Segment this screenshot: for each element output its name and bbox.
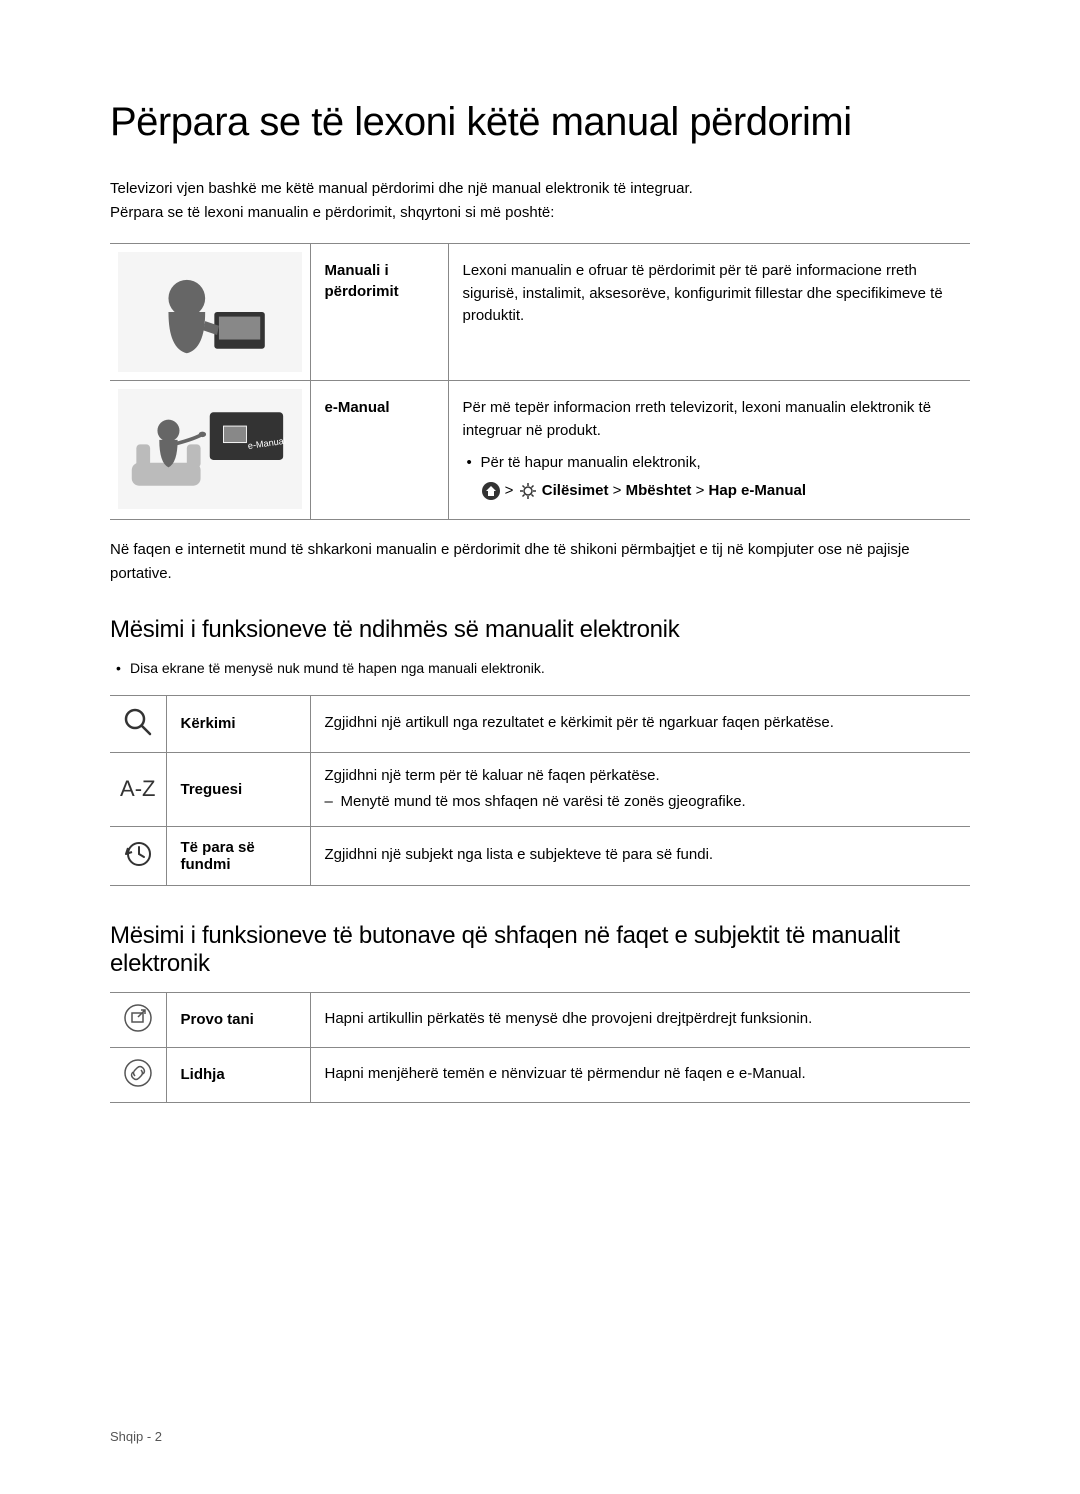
manuals-table: Manuali i përdorimit Lexoni manualin e o…	[110, 243, 970, 520]
manual-description: Lexoni manualin e ofruar të përdorimit p…	[448, 244, 970, 381]
emanual-bullet: Për të hapur manualin elektronik,	[463, 452, 957, 475]
page-footer: Shqip - 2	[110, 1429, 162, 1444]
manual-image-cell	[110, 244, 310, 381]
link-icon	[123, 1058, 153, 1088]
intro-text: Televizori vjen bashkë me këtë manual pë…	[110, 177, 970, 225]
try-now-icon	[123, 1003, 153, 1033]
section1-notes: Disa ekrane të menysë nuk mund të hapen …	[110, 658, 970, 679]
emanual-nav-path: > Cilësimet > Mbështet > Hap e-Manual	[463, 479, 957, 503]
feature-icon-cell	[110, 826, 166, 885]
feature-description: Zgjidhni një term për të kaluar në faqen…	[310, 752, 970, 826]
intro-line-2: Përpara se të lexoni manualin e përdorim…	[110, 204, 554, 221]
table-row: Kërkimi Zgjidhni një artikull nga rezult…	[110, 695, 970, 752]
table-row: Manuali i përdorimit Lexoni manualin e o…	[110, 244, 970, 381]
note-item: Disa ekrane të menysë nuk mund të hapen …	[130, 658, 970, 679]
home-icon	[481, 481, 501, 501]
post-table-text: Në faqen e internetit mund të shkarkoni …	[110, 538, 970, 586]
page-title: Përpara se të lexoni këtë manual përdori…	[110, 100, 970, 145]
person-tv-icon: e-Manual	[118, 389, 302, 509]
section-heading-1: Mësimi i funksioneve të ndihmës së manua…	[110, 616, 970, 644]
person-reading-icon	[118, 252, 302, 372]
table-row: A-Z Treguesi Zgjidhni një term për të ka…	[110, 752, 970, 826]
nav-support: Mbështet	[626, 482, 692, 499]
feature-name: Kërkimi	[166, 695, 310, 752]
feature-icon-cell: A-Z	[110, 752, 166, 826]
feature-icon-cell	[110, 992, 166, 1047]
manual-name: Manuali i përdorimit	[310, 244, 448, 381]
table-row: e-Manual e-Manual Për më tepër informaci…	[110, 381, 970, 520]
helper-features-table: Kërkimi Zgjidhni një artikull nga rezult…	[110, 695, 970, 886]
feature-description: Zgjidhni një artikull nga rezultatet e k…	[310, 695, 970, 752]
feature-description: Hapni menjëherë temën e nënvizuar të për…	[310, 1047, 970, 1102]
feature-description: Zgjidhni një subjekt nga lista e subjekt…	[310, 826, 970, 885]
emanual-desc-text: Për më tepër informacion rreth televizor…	[463, 399, 932, 439]
section-heading-2: Mësimi i funksioneve të butonave që shfa…	[110, 922, 970, 978]
feature-name: Treguesi	[166, 752, 310, 826]
table-row: Lidhja Hapni menjëherë temën e nënvizuar…	[110, 1047, 970, 1102]
emanual-image-cell: e-Manual	[110, 381, 310, 520]
manual-name: e-Manual	[310, 381, 448, 520]
recent-icon	[122, 838, 154, 870]
nav-open: Hap e-Manual	[709, 482, 807, 499]
user-manual-illustration	[118, 252, 302, 372]
feature-sub-note: Menytë mund të mos shfaqen në varësi të …	[325, 791, 957, 814]
table-row: Provo tani Hapni artikullin përkatës të …	[110, 992, 970, 1047]
feature-description: Hapni artikullin përkatës të menysë dhe …	[310, 992, 970, 1047]
button-features-table: Provo tani Hapni artikullin përkatës të …	[110, 992, 970, 1103]
e-manual-illustration: e-Manual	[118, 389, 302, 509]
intro-line-1: Televizori vjen bashkë me këtë manual pë…	[110, 180, 693, 197]
nav-settings: Cilësimet	[542, 482, 609, 499]
search-icon	[122, 706, 154, 738]
feature-icon-cell	[110, 1047, 166, 1102]
settings-icon	[518, 481, 538, 501]
feature-name: Të para së fundmi	[166, 826, 310, 885]
feature-name: Lidhja	[166, 1047, 310, 1102]
feature-name: Provo tani	[166, 992, 310, 1047]
index-icon: A-Z	[120, 776, 155, 801]
manual-description: Për më tepër informacion rreth televizor…	[448, 381, 970, 520]
table-row: Të para së fundmi Zgjidhni një subjekt n…	[110, 826, 970, 885]
feature-icon-cell	[110, 695, 166, 752]
feature-desc-text: Zgjidhni një term për të kaluar në faqen…	[325, 767, 660, 784]
